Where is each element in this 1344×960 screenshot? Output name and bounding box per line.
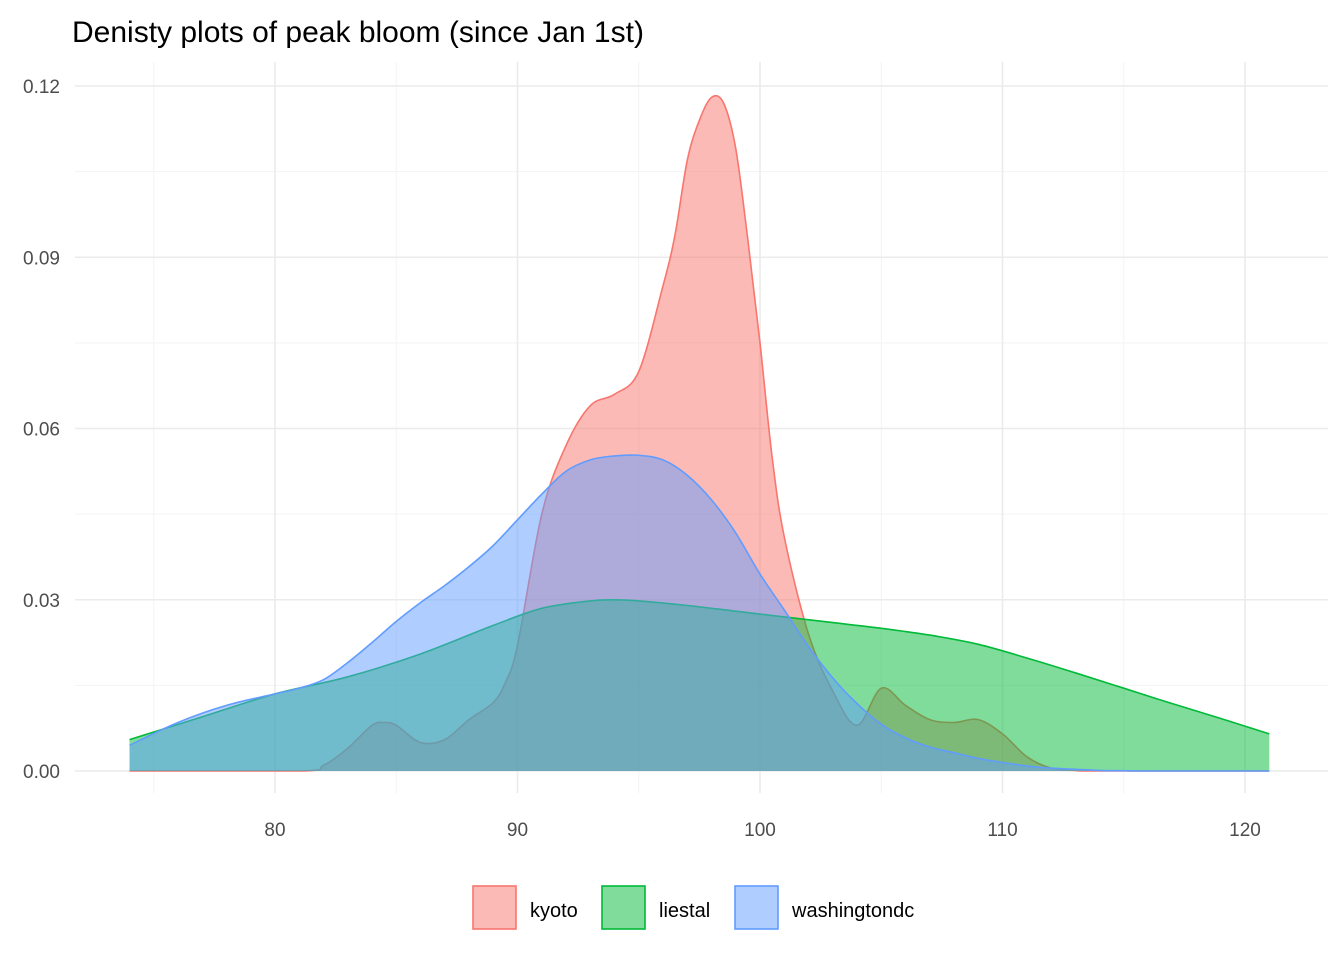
legend-label-liestal: liestal — [659, 900, 710, 922]
legend-key-washingtondc — [734, 885, 779, 930]
x-tick-label: 80 — [264, 820, 285, 841]
legend-item-liestal: liestal — [601, 885, 710, 930]
x-axis-ticks: 80 90 100 110 120 — [264, 820, 1260, 841]
density-areas — [129, 94, 1270, 772]
legend-label-washingtondc: washingtondc — [791, 900, 914, 922]
density-line-washingtondc — [129, 454, 1270, 772]
y-tick-label: 0.00 — [23, 762, 60, 783]
y-tick-label: 0.09 — [23, 248, 60, 269]
x-tick-label: 110 — [987, 820, 1017, 841]
legend: kyoto liestal washingtondc — [472, 885, 914, 930]
x-tick-label: 120 — [1229, 820, 1261, 841]
density-area-washingtondc — [129, 455, 1270, 771]
legend-key-kyoto — [472, 885, 517, 930]
y-tick-label: 0.12 — [23, 77, 60, 98]
x-tick-label: 100 — [744, 820, 776, 841]
legend-label-kyoto: kyoto — [530, 900, 578, 922]
legend-item-washingtondc: washingtondc — [734, 885, 914, 930]
y-tick-label: 0.03 — [23, 591, 60, 612]
density-area-kyoto — [129, 95, 1270, 771]
x-tick-label: 90 — [507, 820, 528, 841]
chart-title: Denisty plots of peak bloom (since Jan 1… — [72, 16, 644, 49]
legend-key-liestal — [601, 885, 646, 930]
legend-item-kyoto: kyoto — [472, 885, 578, 930]
y-axis-ticks: 0.00 0.03 0.06 0.09 0.12 — [23, 77, 60, 783]
y-tick-label: 0.06 — [23, 420, 60, 441]
